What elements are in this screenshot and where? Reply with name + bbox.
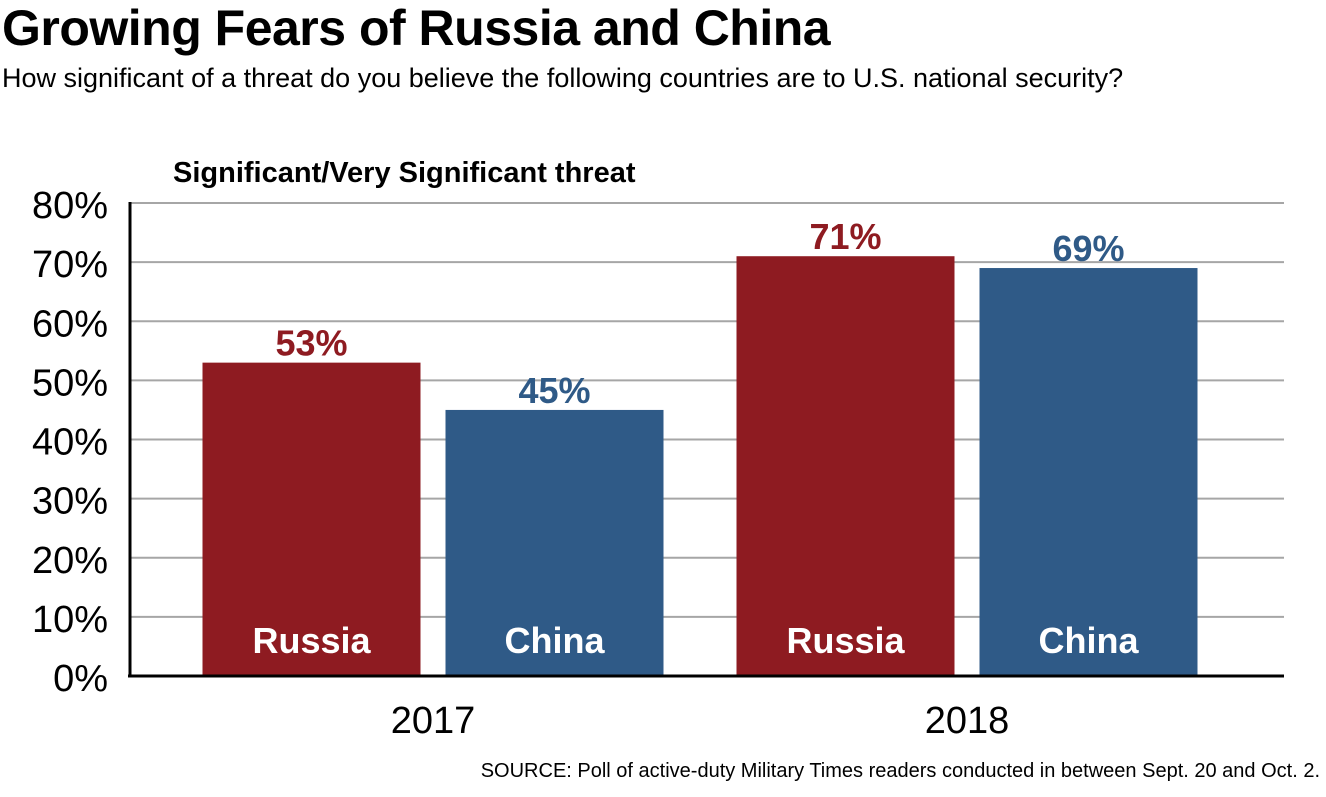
y-tick-label: 60% bbox=[32, 303, 108, 345]
source-note: SOURCE: Poll of active-duty Military Tim… bbox=[480, 760, 1320, 782]
data-label: 53% bbox=[275, 323, 347, 364]
bar bbox=[202, 362, 421, 676]
y-tick-label: 20% bbox=[32, 540, 108, 582]
y-tick-label: 70% bbox=[32, 244, 108, 286]
bar bbox=[979, 268, 1198, 676]
y-tick-label: 40% bbox=[32, 422, 108, 464]
series-label: China bbox=[1038, 620, 1139, 661]
x-tick-labels: 2017 2018 bbox=[391, 700, 1010, 742]
y-tick-label: 80% bbox=[32, 185, 108, 227]
bar-series-labels: Russia China Russia China bbox=[252, 620, 1139, 661]
bar bbox=[736, 256, 955, 676]
y-tick-labels: 0% 10% 20% 30% 40% 50% 60% 70% 80% bbox=[32, 185, 108, 700]
data-label: 71% bbox=[809, 216, 881, 257]
series-label: China bbox=[504, 620, 605, 661]
bars bbox=[202, 256, 1198, 676]
chart-title: Growing Fears of Russia and China bbox=[2, 0, 831, 56]
y-axis-label: Significant/Very Significant threat bbox=[173, 157, 636, 189]
y-tick-label: 50% bbox=[32, 362, 108, 404]
y-tick-label: 30% bbox=[32, 481, 108, 523]
data-label: 45% bbox=[518, 370, 590, 411]
bar bbox=[445, 409, 664, 676]
y-tick-label: 10% bbox=[32, 599, 108, 641]
series-label: Russia bbox=[252, 620, 371, 661]
y-tick-label: 0% bbox=[53, 658, 108, 700]
x-tick-label: 2017 bbox=[391, 700, 476, 742]
series-label: Russia bbox=[786, 620, 905, 661]
value-labels: 53% 45% 71% 69% bbox=[275, 216, 1124, 411]
chart-subtitle: How significant of a threat do you belie… bbox=[2, 63, 1124, 93]
x-tick-label: 2018 bbox=[925, 700, 1010, 742]
data-label: 69% bbox=[1052, 228, 1124, 269]
